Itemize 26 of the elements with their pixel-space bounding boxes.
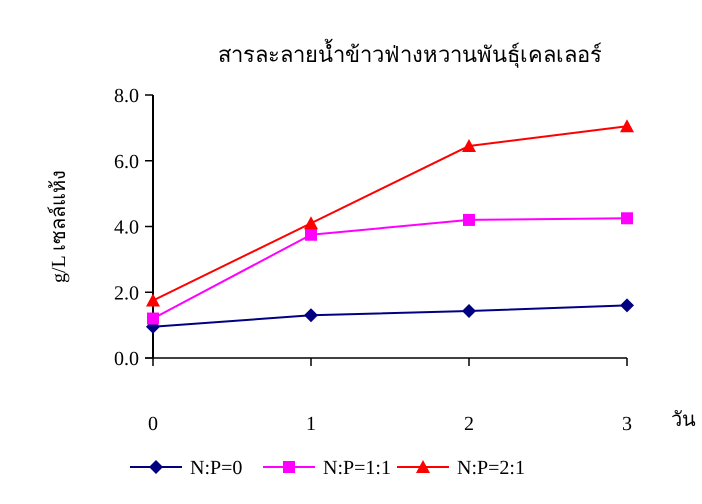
y-tick-label: 4.0 — [114, 216, 139, 238]
y-axis-title: g/L เซลล์แห้ง — [47, 170, 70, 284]
x-tick-label: 2 — [464, 413, 474, 435]
point — [462, 304, 476, 318]
point — [304, 216, 318, 230]
point — [620, 298, 634, 312]
point — [304, 308, 318, 322]
point — [620, 119, 634, 132]
point — [146, 293, 160, 306]
y-tick-label: 6.0 — [114, 150, 139, 173]
point — [462, 138, 476, 152]
legend-label: N:P=2:1 — [457, 457, 525, 479]
legend-label: N:P=1:1 — [323, 457, 391, 479]
x-tick-label: 3 — [622, 413, 632, 435]
point — [147, 312, 159, 325]
x-tick-label: 1 — [306, 413, 316, 435]
x-tick-label: 0 — [148, 413, 158, 435]
y-tick-label: 0.0 — [114, 348, 139, 370]
legend-label: N:P=0 — [190, 457, 242, 479]
x-axis-title: วัน — [671, 409, 696, 431]
chart-title: สารละลายน้ำข้าวฟ่างหวานพันธุ์เคลเลอร์ — [218, 39, 602, 68]
point — [621, 212, 633, 224]
y-tick-label: 2.0 — [114, 282, 139, 304]
point — [463, 214, 475, 226]
y-tick-label: 8.0 — [114, 85, 139, 107]
point — [305, 228, 317, 241]
